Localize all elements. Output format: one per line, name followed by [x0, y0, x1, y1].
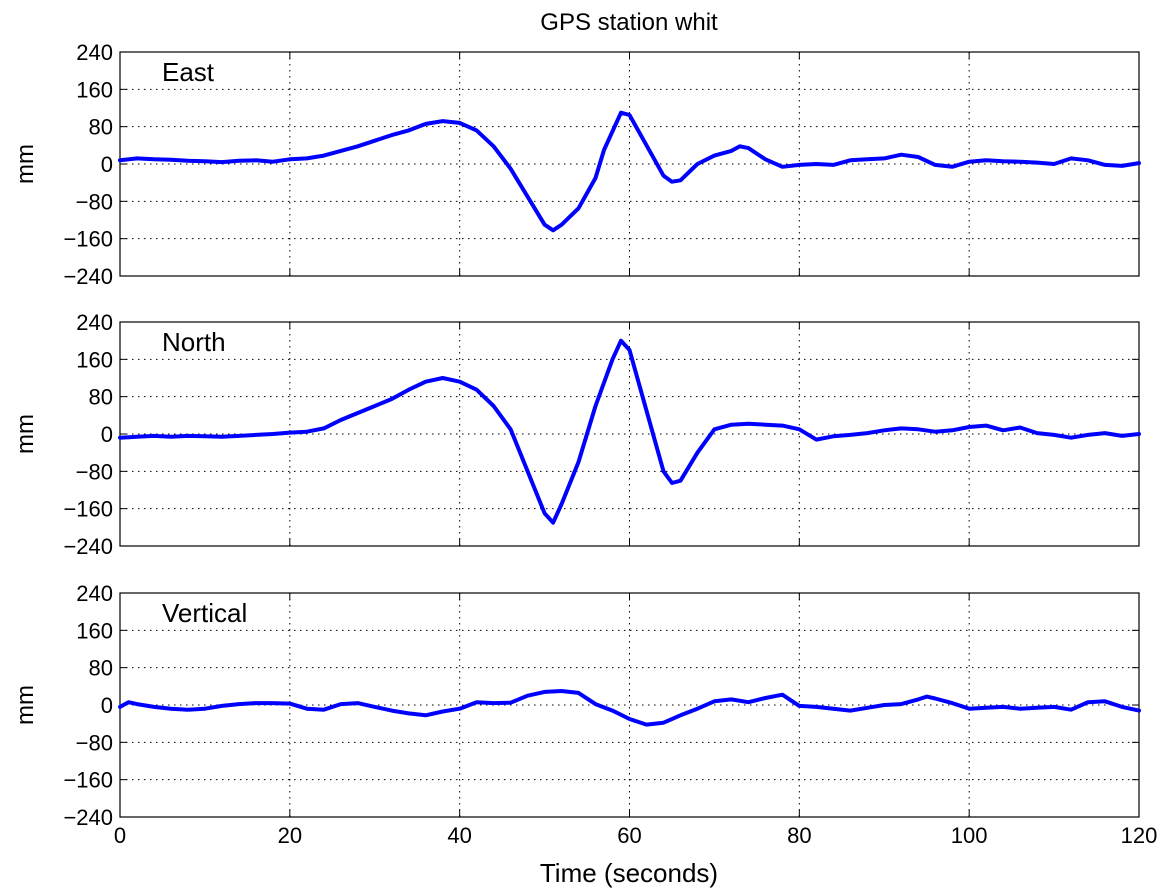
y-tick-label: −80: [76, 189, 113, 214]
y-tick-label: 0: [101, 152, 113, 177]
component-label-vertical: Vertical: [162, 598, 247, 628]
series-line-north: [118, 338, 1141, 525]
x-tick-label: 100: [951, 823, 988, 848]
y-tick-label: −240: [63, 264, 113, 289]
plot-frame: [119, 51, 1140, 277]
chart-title: GPS station whit: [540, 9, 718, 36]
y-tick-label: −80: [76, 459, 113, 484]
y-tick-label: −160: [63, 497, 113, 522]
y-tick-label: 160: [76, 347, 113, 372]
component-label-east: East: [162, 57, 215, 87]
y-tick-label: −160: [63, 227, 113, 252]
y-tick-label: 80: [89, 385, 113, 410]
y-tick-label: 0: [101, 422, 113, 447]
y-tick-label: 80: [89, 115, 113, 140]
x-tick-label: 40: [447, 823, 471, 848]
x-tick-label: 80: [787, 823, 811, 848]
y-tick-label: −160: [63, 768, 113, 793]
y-axis-label: mm: [12, 685, 39, 725]
y-tick-label: 160: [76, 618, 113, 643]
panel-east: 240 160 80 0 −80 −160 −240 mm East: [12, 40, 1141, 289]
x-tick-label: 120: [1121, 823, 1158, 848]
series-line-east: [118, 110, 1141, 233]
series-line-vertical: [118, 689, 1141, 727]
y-tick-label: −80: [76, 730, 113, 755]
panel-north: 240 160 80 0 −80 −160 −240 mm North: [12, 310, 1141, 559]
x-tick-label: 60: [617, 823, 641, 848]
y-tick-label: −240: [63, 534, 113, 559]
x-tick-label: 0: [114, 823, 126, 848]
y-tick-label: 240: [76, 310, 113, 335]
y-tick-label: −240: [63, 805, 113, 830]
y-axis-label: mm: [12, 414, 39, 454]
y-tick-label: 0: [101, 693, 113, 718]
y-tick-label: 240: [76, 40, 113, 65]
y-axis-label: mm: [12, 144, 39, 184]
y-tick-label: 80: [89, 656, 113, 681]
y-tick-label: 240: [76, 581, 113, 606]
component-label-north: North: [162, 327, 226, 357]
x-axis-label: Time (seconds): [540, 858, 718, 888]
y-tick-label: 160: [76, 77, 113, 102]
x-tick-label: 20: [278, 823, 302, 848]
